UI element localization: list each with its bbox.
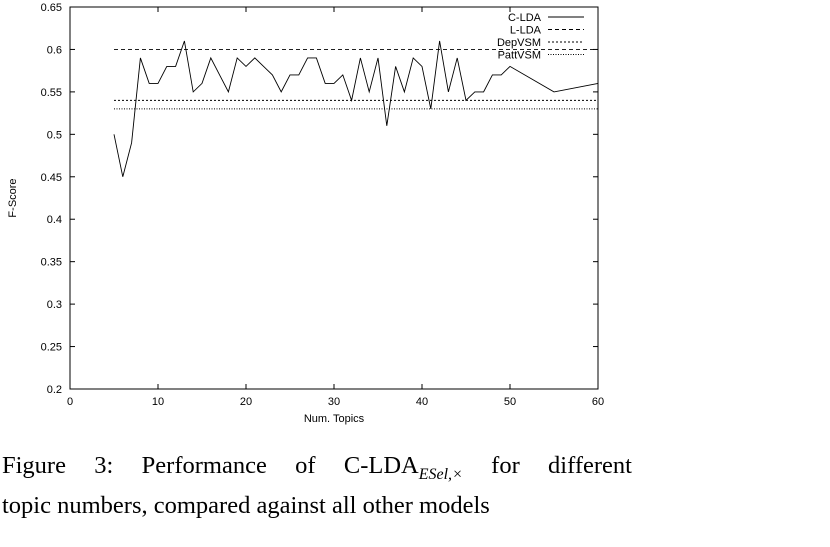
- legend-label: L-LDA: [510, 25, 542, 37]
- y-tick-label: 0.2: [47, 384, 62, 396]
- y-axis-label: F-Score: [7, 178, 19, 217]
- caption-word: 3:: [94, 452, 114, 479]
- caption-model: C-LDAESel,×: [344, 450, 463, 490]
- x-tick-label: 60: [592, 396, 604, 408]
- x-tick-label: 20: [240, 396, 252, 408]
- y-tick-label: 0.6: [47, 44, 62, 56]
- y-tick-label: 0.4: [47, 214, 62, 226]
- legend-label: DepVSM: [497, 37, 541, 49]
- figure-caption: Figure 3: Performance of C-LDAESel,× for…: [2, 450, 632, 521]
- caption-word: Performance: [141, 452, 267, 479]
- plot-frame: [69, 6, 599, 390]
- plot-border: [69, 6, 599, 390]
- caption-line-1: Figure 3: Performance of C-LDAESel,× for…: [2, 450, 632, 490]
- x-axis-label: Num. Topics: [304, 413, 365, 425]
- series-layer: [113, 40, 599, 177]
- axis-ticks: 0 10 20 30 40 50 60 0.2 0.25 0.3 0.35 0.4 0.45 0.5 0.5…: [41, 2, 605, 408]
- y-tick-label: 0.35: [41, 257, 62, 269]
- caption-model-name: C-LDA: [343, 452, 419, 479]
- series-line-c-lda: [113, 40, 599, 177]
- caption-line-2: topic numbers, compared against all othe…: [2, 492, 490, 519]
- y-tick-label: 0.3: [47, 299, 62, 311]
- x-tick-label: 50: [504, 396, 516, 408]
- caption-word: for: [491, 452, 520, 479]
- caption-word: different: [548, 452, 632, 479]
- caption-subscript: ESel,×: [418, 466, 463, 483]
- x-tick-label: 40: [416, 396, 428, 408]
- y-tick-label: 0.65: [41, 2, 62, 14]
- caption-word: Figure: [2, 452, 66, 479]
- legend-label: C-LDA: [508, 12, 542, 24]
- x-tick-label: 30: [328, 396, 340, 408]
- y-tick-label: 0.45: [41, 172, 62, 184]
- x-tick-label: 0: [67, 396, 73, 408]
- line-chart: 0 10 20 30 40 50 60 0.2 0.25 0.3 0.35 0.4 0.45 0.5 0.5…: [7, 2, 605, 425]
- y-tick-label: 0.25: [41, 342, 62, 354]
- legend-label: PattVSM: [498, 50, 541, 62]
- y-tick-label: 0.5: [47, 129, 62, 141]
- caption-word: of: [295, 452, 316, 479]
- y-tick-label: 0.55: [41, 87, 62, 99]
- x-tick-label: 10: [152, 396, 164, 408]
